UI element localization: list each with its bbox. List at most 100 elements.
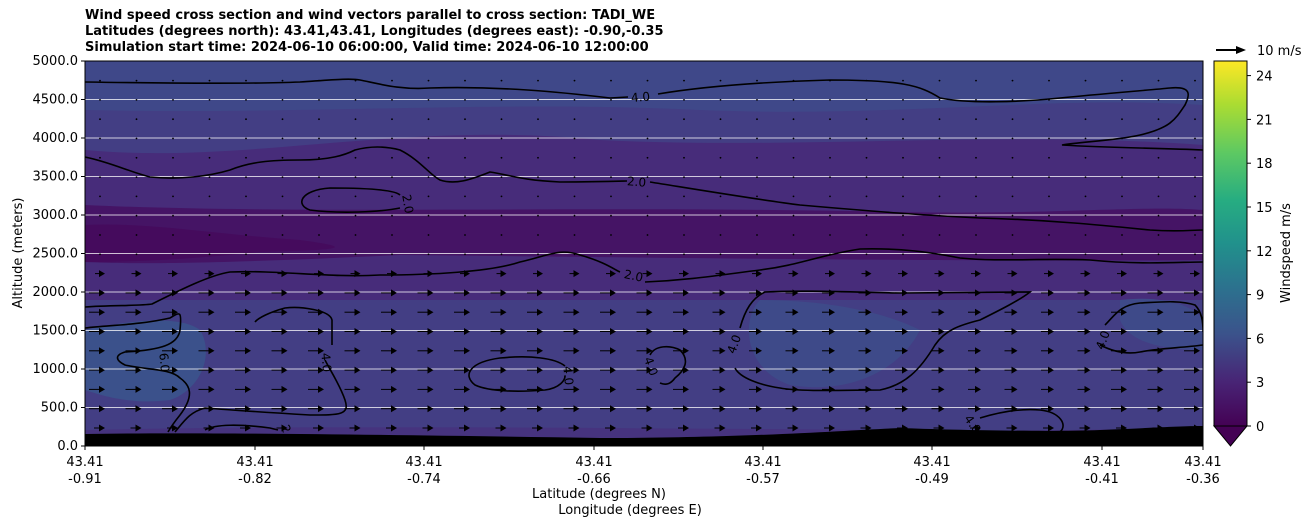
wind-vector-calm	[354, 176, 357, 179]
wind-vector-calm	[975, 99, 977, 101]
x-tick-label-lon: -0.66	[577, 472, 611, 487]
wind-vector-calm	[646, 118, 649, 121]
wind-vector-head	[938, 385, 945, 393]
wind-vector-calm	[427, 195, 430, 198]
wind-vector-head	[99, 366, 105, 374]
colorbar-tick-label: 21	[1256, 113, 1273, 128]
colorbar-tick-label: 15	[1256, 201, 1273, 216]
y-tick-label: 3500.0	[33, 170, 79, 185]
wind-vector-head	[172, 366, 178, 374]
wind-vector-calm	[1157, 176, 1160, 179]
wind-vector-calm	[975, 156, 977, 159]
wind-vector-head	[354, 289, 361, 297]
contour-label: 2.0	[626, 174, 646, 190]
wind-vector-calm	[537, 214, 539, 217]
wind-vector-calm	[172, 214, 174, 217]
wind-vector-head	[1157, 328, 1164, 335]
wind-vector-calm	[537, 79, 539, 82]
wind-vector-calm	[354, 214, 357, 217]
wind-vector-head	[683, 385, 689, 393]
wind-vector-calm	[646, 176, 649, 179]
wind-vector-calm	[391, 253, 393, 256]
wind-vector-head	[756, 308, 762, 316]
wind-vector-calm	[281, 253, 284, 256]
wind-vector-head	[865, 405, 872, 413]
wind-vector-calm	[318, 156, 320, 159]
wind-vector-head	[208, 289, 215, 297]
wind-vector-calm	[464, 195, 466, 198]
x-tick-label-lat: 43.41	[236, 455, 273, 470]
wind-vector-calm	[1084, 253, 1087, 256]
wind-vector-calm	[1157, 79, 1160, 82]
y-tick-label: 1500.0	[33, 324, 79, 339]
wind-vector-calm	[1048, 253, 1050, 256]
x-tick-label-lat: 43.41	[1184, 455, 1221, 470]
wind-vector-calm	[172, 253, 174, 256]
wind-vector-head	[99, 405, 105, 413]
wind-vector-calm	[902, 118, 904, 121]
wind-vector-head	[719, 405, 726, 413]
wind-vector-calm	[1194, 79, 1196, 82]
wind-vector-head	[573, 270, 580, 278]
wind-vector-calm	[391, 195, 393, 198]
x-tick-label-lat: 43.41	[405, 455, 442, 470]
y-tick-label: 0.0	[57, 439, 78, 454]
wind-vector-head	[464, 424, 470, 432]
wind-vector-calm	[537, 99, 539, 101]
wind-vector-head	[318, 424, 324, 432]
wind-vector-head	[427, 366, 434, 374]
wind-vector-calm	[135, 176, 138, 179]
wind-vector-calm	[610, 137, 612, 140]
wind-vector-calm	[829, 214, 831, 217]
wind-vector-head	[1121, 328, 1127, 335]
wind-vector-calm	[1011, 214, 1014, 217]
wind-vector-calm	[938, 79, 941, 82]
wind-vector-calm	[1157, 137, 1160, 140]
contour-label: 4.0	[724, 333, 744, 356]
wind-vector-head	[427, 424, 434, 432]
wind-vector-calm	[354, 234, 357, 236]
wind-vector-calm	[500, 176, 503, 179]
wind-vector-head	[573, 385, 580, 393]
wind-vector-calm	[792, 195, 795, 198]
wind-vector-head	[172, 270, 178, 278]
wind-vector-calm	[245, 234, 247, 236]
wind-vector-calm	[135, 79, 138, 82]
wind-vector-head	[281, 347, 288, 355]
wind-vector-head	[464, 366, 470, 374]
wind-vector-head	[719, 289, 726, 297]
wind-vector-calm	[537, 195, 539, 198]
wind-vector-calm	[902, 99, 904, 101]
wind-vector-calm	[792, 99, 795, 101]
wind-vector-head	[719, 385, 726, 393]
wind-vector-calm	[354, 156, 357, 159]
wind-vector-calm	[938, 195, 941, 198]
wind-vector-head	[902, 405, 908, 413]
wind-vector-head	[683, 289, 689, 297]
wind-vector-calm	[683, 214, 685, 217]
wind-vector-calm	[646, 253, 649, 256]
wind-vector-calm	[427, 176, 430, 179]
wind-vector-calm	[537, 137, 539, 140]
wind-vector-calm	[500, 118, 503, 121]
wind-vector-calm	[354, 118, 357, 121]
wind-vector-calm	[1011, 195, 1014, 198]
contour-label: 6.0	[156, 352, 172, 372]
wind-vector-calm	[391, 99, 393, 101]
wind-vector-head	[281, 405, 288, 413]
x-tick-label-lat: 43.41	[575, 455, 612, 470]
wind-vector-head	[829, 328, 835, 335]
wind-vector-calm	[99, 253, 101, 256]
wind-vector-head	[1084, 289, 1091, 297]
wind-vector-calm	[865, 195, 868, 198]
wind-vector-calm	[1084, 156, 1087, 159]
wind-vector-calm	[646, 137, 649, 140]
wind-vector-calm	[1048, 214, 1050, 217]
wind-vector-calm	[245, 253, 247, 256]
wind-vector-head	[500, 405, 507, 413]
contour-4-upper	[85, 78, 1203, 151]
wind-vector-head	[975, 308, 981, 316]
wind-vector-head	[610, 289, 616, 297]
wind-vector-calm	[245, 79, 247, 82]
